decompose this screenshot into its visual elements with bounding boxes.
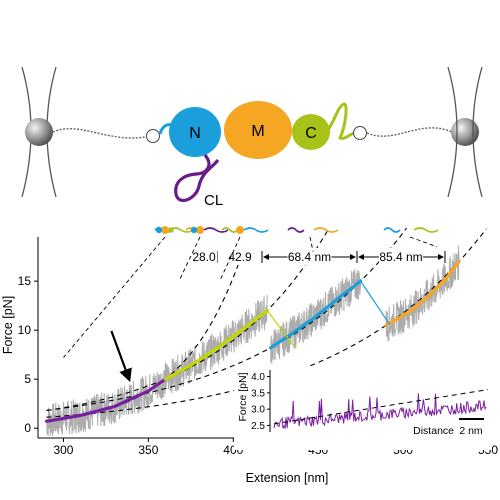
icon-domain-m — [236, 226, 244, 234]
icon-domain-n — [190, 226, 198, 234]
icon-linker — [413, 227, 439, 233]
raw-trace-2 — [270, 268, 362, 364]
domain-m-label: M — [251, 123, 264, 140]
icon-linker — [383, 227, 401, 233]
icon-domain-n — [155, 226, 163, 234]
left-linker — [146, 129, 160, 143]
y-tick-label: 15 — [18, 274, 32, 288]
left-dna-handle — [52, 127, 151, 139]
arrow — [110, 330, 132, 383]
segment-0 — [44, 377, 167, 423]
cl-label: CL — [204, 192, 223, 209]
inset-fit — [273, 389, 489, 425]
wlc-fit-2 — [46, 227, 407, 411]
contour-increments: 28.0 42.9 68.4 nm 85.4 nm — [63, 226, 446, 358]
segment-3 — [384, 259, 461, 327]
increment-label: 68.4 nm — [288, 250, 331, 264]
domain-c-label: C — [305, 125, 317, 142]
domain-n — [169, 107, 221, 157]
increment-label-bg — [379, 248, 423, 265]
left-bead — [25, 118, 53, 146]
x-axis-label: Extension [nm] — [246, 471, 329, 485]
right-optical-trap — [447, 66, 483, 198]
unfolding-drop-0 — [266, 310, 295, 348]
segment-1 — [163, 308, 269, 381]
inset-trace — [273, 393, 487, 430]
y-tick-label: 0 — [24, 421, 31, 435]
inset-y-tick-label: 4.0 — [251, 372, 265, 383]
wlc-fit-3 — [46, 228, 487, 418]
right-linker — [353, 126, 367, 140]
increment-label-bg — [218, 248, 262, 265]
domain-c — [292, 114, 330, 150]
icon-domain-m — [161, 226, 169, 234]
segments — [44, 259, 461, 423]
force-extension-chart: 300350400450500550051015 28.042.968.4 nm… — [18, 226, 498, 457]
y-axis-label: Force [pN] — [1, 296, 15, 354]
inset-scalebar-label: 2 nm — [459, 425, 483, 437]
cl-loop — [174, 153, 220, 203]
unfolding-drop-1 — [360, 280, 391, 325]
raw-trace-0 — [46, 362, 166, 437]
inset-y-label: Force [pN] — [237, 372, 249, 421]
icon-leader — [63, 236, 166, 358]
increment-label-bg — [287, 248, 332, 265]
schematic: N M C CL — [21, 66, 483, 209]
inset-y-tick-label: 3.0 — [251, 405, 265, 416]
x-tick-label: 350 — [138, 443, 158, 457]
increment-label: 85.4 nm — [379, 250, 422, 264]
inset-y-tick-label: 3.5 — [251, 388, 265, 399]
domain-n-label: N — [189, 125, 201, 142]
icon-linker — [287, 227, 305, 233]
icon-linker — [221, 227, 239, 233]
right-dna-handle — [366, 127, 453, 137]
icon-leader — [409, 236, 438, 248]
increment-label: 42.9 — [228, 250, 252, 264]
increment-label: 28.0 — [192, 250, 216, 264]
right-bead — [451, 118, 479, 146]
x-tick-label: 300 — [53, 443, 73, 457]
icon-linker — [203, 227, 229, 233]
c-linker — [326, 102, 357, 140]
icon-domain-m — [196, 226, 204, 234]
icon-leader — [178, 236, 201, 282]
segment-2 — [269, 279, 363, 350]
icon-linker — [313, 227, 339, 233]
y-tick-label: 5 — [24, 372, 31, 386]
y-tick-label: 10 — [18, 323, 32, 337]
inset-background — [234, 366, 492, 450]
inset-y-tick-label: 2.5 — [251, 421, 265, 432]
icon-leader — [219, 236, 241, 282]
domain-m — [224, 101, 292, 159]
icon-linker — [168, 227, 194, 233]
icon-linker — [243, 227, 269, 233]
inset-distance-label: Distance — [413, 425, 454, 437]
icon-leader — [309, 236, 314, 252]
axes: 300350400450500550051015 — [18, 237, 498, 457]
